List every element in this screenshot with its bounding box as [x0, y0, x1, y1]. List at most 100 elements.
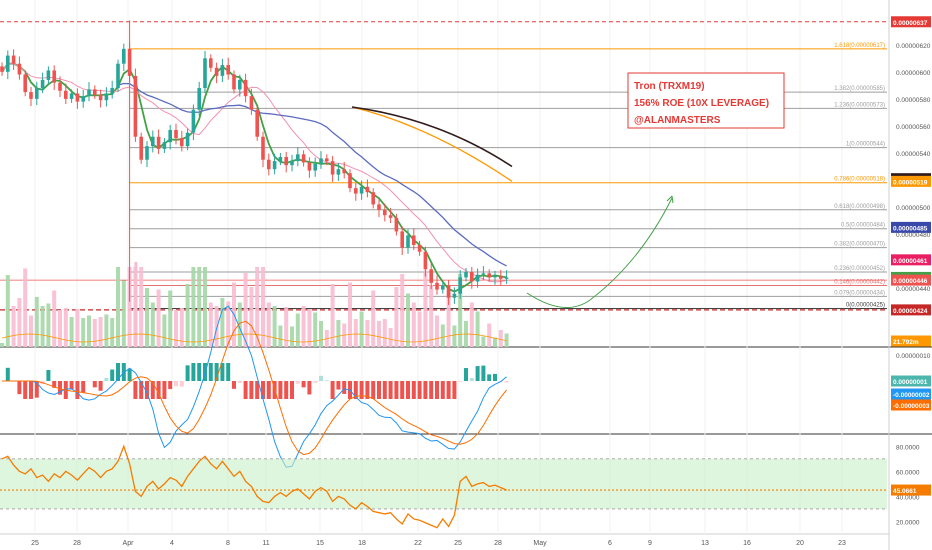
x-tick-label: 20: [796, 540, 804, 547]
macd-histogram-bar: [23, 381, 28, 399]
macd-histogram-bar: [34, 381, 39, 398]
candle-body: [359, 186, 364, 194]
candle-body: [499, 276, 503, 279]
volume-bar: [301, 306, 306, 347]
volume-bar: [487, 323, 492, 347]
volume-bar: [359, 311, 364, 347]
volume-bar: [452, 325, 457, 347]
fib-level-label: 0.146(0.00000442): [834, 280, 885, 286]
volume-bar: [237, 302, 242, 347]
macd-tag-bg: [891, 375, 931, 387]
x-tick-label: 13: [701, 540, 709, 547]
price-tag-bg: [891, 304, 931, 316]
macd-histogram-bar: [133, 381, 138, 399]
macd-histogram-bar: [377, 381, 381, 399]
volume-bar: [406, 293, 410, 347]
macd-tag: -0.00000003: [893, 403, 930, 410]
macd-histogram-bar: [440, 381, 445, 399]
macd-histogram-bar: [278, 381, 283, 399]
volume-bar: [307, 309, 312, 347]
macd-histogram-bar: [336, 381, 341, 390]
volume-bar: [290, 326, 294, 347]
volume-bar: [116, 267, 120, 347]
macd-histogram-bar: [226, 363, 231, 381]
candle-body: [284, 157, 288, 166]
volume-bar: [63, 308, 68, 347]
volume-bar: [498, 330, 503, 347]
candle-body: [481, 273, 486, 275]
candle-body: [412, 235, 416, 245]
volume-bar: [98, 317, 103, 347]
macd-tag: -0.00000002: [893, 392, 930, 399]
macd-histogram-bar: [342, 381, 347, 394]
macd-histogram-bar: [382, 381, 387, 399]
macd-histogram-bar: [411, 381, 416, 399]
rsi-value-tag-bg: [891, 484, 931, 496]
candle-body: [394, 217, 399, 232]
macd-tag-bg: [891, 399, 931, 411]
candle-body: [365, 186, 370, 193]
x-tick-label: 28: [73, 540, 81, 547]
volume-bar: [295, 313, 300, 347]
fib-level-label: 1.236(0.00000573): [834, 102, 885, 108]
candle-body: [464, 272, 468, 278]
candle-body: [156, 136, 161, 149]
volume-bar: [81, 318, 86, 347]
candle-body: [493, 276, 497, 278]
macd-histogram-bar: [104, 377, 109, 381]
x-tick-label: 11: [262, 540, 269, 547]
candle-body: [417, 244, 422, 252]
candle-body: [209, 58, 213, 68]
candle-body: [342, 169, 346, 174]
y-tick-label: 0.00000440: [896, 286, 931, 293]
candle-body: [348, 173, 352, 189]
macd-histogram-bar: [353, 381, 358, 399]
macd-histogram-bar: [487, 374, 492, 381]
volume-bar: [388, 328, 393, 347]
x-tick-label: 6: [608, 540, 612, 547]
macd-histogram-bar: [504, 381, 509, 383]
volume-bar: [330, 284, 335, 347]
price-tag-bg: [891, 221, 931, 233]
volume-bar: [272, 306, 277, 347]
price-tag: 0.00000446: [893, 278, 928, 285]
fib-level-label: 0.382(0.00000470): [834, 242, 885, 248]
candle-body: [87, 89, 91, 97]
macd-histogram-bar: [214, 363, 219, 381]
volume-bar: [75, 309, 80, 347]
volume-bar: [417, 311, 422, 347]
macd-line: [2, 305, 507, 468]
macd-histogram-bar: [185, 365, 190, 381]
candle-body: [278, 157, 283, 162]
candle-body: [261, 136, 265, 160]
macd-histogram-bar: [249, 381, 254, 399]
macd-histogram-bar: [290, 381, 294, 399]
candle-body: [354, 188, 358, 194]
candle-body: [290, 161, 294, 166]
macd-histogram-bar: [243, 381, 248, 399]
macd-histogram-bar: [469, 378, 474, 381]
macd-histogram-bar: [266, 381, 271, 399]
candle-body: [475, 274, 480, 282]
price-tag: 0.00000485: [893, 225, 928, 232]
volume-tag: 21.792m: [893, 339, 919, 346]
macd-histogram-bar: [261, 381, 265, 399]
candle-body: [11, 55, 16, 64]
macd-histogram-bar: [139, 381, 144, 399]
annotation-box: [627, 72, 785, 129]
candle-body: [406, 235, 410, 248]
x-tick-label: 23: [838, 540, 846, 547]
macd-histogram-bar: [406, 381, 410, 399]
candle-body: [0, 66, 4, 72]
volume-bar: [377, 321, 381, 347]
x-tick-label: May: [533, 540, 547, 547]
candle-body: [145, 146, 149, 160]
candle-body: [23, 74, 27, 93]
rsi-y-tick-label: 60.0000: [896, 469, 920, 476]
macd-histogram-bar: [493, 373, 497, 381]
volume-bar: [493, 337, 497, 347]
volume-bar: [156, 289, 161, 347]
candle-body: [191, 109, 196, 133]
volume-bar: [162, 314, 167, 347]
